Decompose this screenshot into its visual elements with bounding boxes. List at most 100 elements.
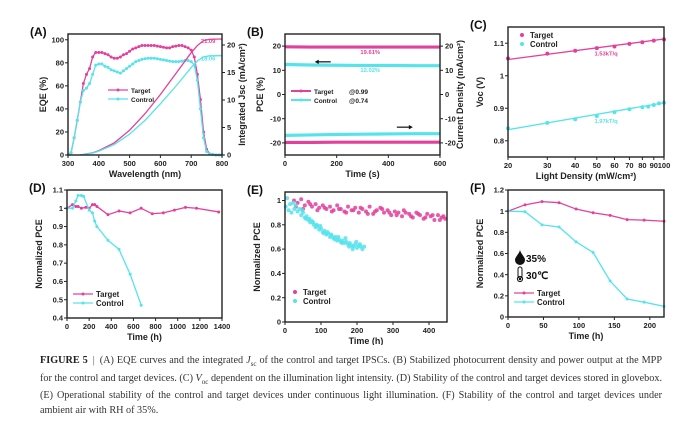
y-tick-label: 0.4 <box>271 269 282 278</box>
y2-tick-label: 15 <box>227 68 235 77</box>
data-point <box>540 200 544 204</box>
x-tick-label: 700 <box>185 159 198 168</box>
y-axis-title: EQE (%) <box>38 77 48 113</box>
data-point <box>313 202 318 207</box>
y-tick-label: 1.1 <box>53 186 63 195</box>
series-line-control-current <box>284 132 440 137</box>
data-point <box>308 202 313 207</box>
data-point <box>545 120 550 125</box>
data-point <box>131 62 135 66</box>
y-tick-label: 0 <box>500 313 504 322</box>
data-point <box>118 55 122 59</box>
data-point <box>95 225 99 229</box>
y2-axis-title: Current Density (mA/cm²) <box>455 40 465 149</box>
data-point <box>594 46 599 51</box>
data-point <box>100 50 104 54</box>
data-point <box>137 45 141 49</box>
data-point <box>74 199 78 203</box>
x-tick-label: 100 <box>315 326 328 335</box>
data-point <box>100 62 104 66</box>
y-tick-label: 20 <box>273 42 281 51</box>
x-tick-label: 600 <box>434 159 447 168</box>
data-point <box>329 232 334 237</box>
data-point <box>180 44 184 48</box>
x-axis-title: Time (h) <box>569 331 604 341</box>
data-point <box>94 50 98 54</box>
legend-marker <box>293 290 297 294</box>
data-point <box>168 59 172 63</box>
x-tick-label: 50 <box>539 321 547 330</box>
data-point <box>318 224 323 229</box>
data-point <box>651 103 656 107</box>
data-point <box>321 231 326 236</box>
data-point <box>315 208 320 213</box>
data-point <box>335 203 340 208</box>
x-tick-label: 800 <box>149 322 162 331</box>
fit-line-target <box>507 38 665 61</box>
data-point <box>540 223 544 227</box>
legend-label-control: Control <box>314 98 337 105</box>
data-point <box>642 300 646 304</box>
data-point <box>75 118 79 122</box>
data-point <box>143 44 147 48</box>
data-point <box>311 220 316 225</box>
data-point <box>140 44 144 48</box>
legend-marker <box>520 42 524 46</box>
data-point <box>118 71 122 75</box>
data-point <box>139 206 143 210</box>
y-tick-label: 1 <box>500 207 504 216</box>
data-point <box>307 216 312 221</box>
condition-label: 30℃ <box>526 271 548 282</box>
caption-jsc-sub: sc <box>250 360 257 369</box>
data-point <box>117 209 121 213</box>
caption-text: (A) EQE curves and the integrated <box>99 355 247 366</box>
x-tick-label: 60 <box>610 161 618 170</box>
data-point <box>202 136 206 140</box>
data-point <box>591 211 595 215</box>
data-point <box>90 211 94 215</box>
data-point <box>91 72 95 76</box>
data-point <box>128 272 132 276</box>
data-point <box>174 44 178 48</box>
chart-panel-c: 20 30 40 50 60 70 80 90 100 0.8 0.9 1 1.1 Light Densi… <box>470 18 670 181</box>
y-tick-label: 0.6 <box>494 249 504 258</box>
x-tick-label: 30 <box>543 161 551 170</box>
data-point <box>347 244 352 249</box>
data-point <box>76 204 80 208</box>
data-point <box>217 210 221 214</box>
y-tick-label: 0 <box>60 151 64 160</box>
data-point <box>357 242 362 247</box>
caption-text: dependent on the illumination light inte… <box>40 372 662 416</box>
data-point <box>591 250 595 254</box>
caption-text: of the control and target IPSCs. (B) Sta… <box>40 355 662 384</box>
data-point <box>350 247 355 252</box>
legend-marker <box>116 88 120 92</box>
legend-label-target: Target <box>131 88 151 95</box>
legend-suffix: @0.74 <box>349 98 368 105</box>
arrowhead-icon <box>408 124 413 130</box>
y2-tick-label: 5 <box>227 123 231 132</box>
data-point <box>325 230 330 235</box>
data-point <box>103 64 107 68</box>
x-tick-label: 0 <box>506 321 510 330</box>
data-point <box>523 210 527 214</box>
y-axis-title: Voc (V) <box>475 77 485 107</box>
data-point <box>285 196 290 201</box>
x-tick-label: 1200 <box>192 322 209 331</box>
data-point <box>646 104 651 109</box>
thermometer-bulb-icon <box>516 275 524 283</box>
data-point <box>416 211 421 216</box>
y2-tick-label: -10 <box>445 114 456 123</box>
data-point <box>303 216 308 221</box>
x-tick-label: 0 <box>65 322 69 331</box>
x-tick-label: 600 <box>127 322 140 331</box>
data-point <box>103 52 107 56</box>
y-tick-label: 0.4 <box>53 314 64 323</box>
data-point <box>425 211 430 216</box>
data-point <box>365 211 370 216</box>
x-tick-label: 20 <box>504 161 512 170</box>
data-point <box>128 64 132 68</box>
data-point <box>87 208 91 212</box>
y2-tick-label: 20 <box>227 41 235 50</box>
panel-label: (B) <box>247 25 264 39</box>
